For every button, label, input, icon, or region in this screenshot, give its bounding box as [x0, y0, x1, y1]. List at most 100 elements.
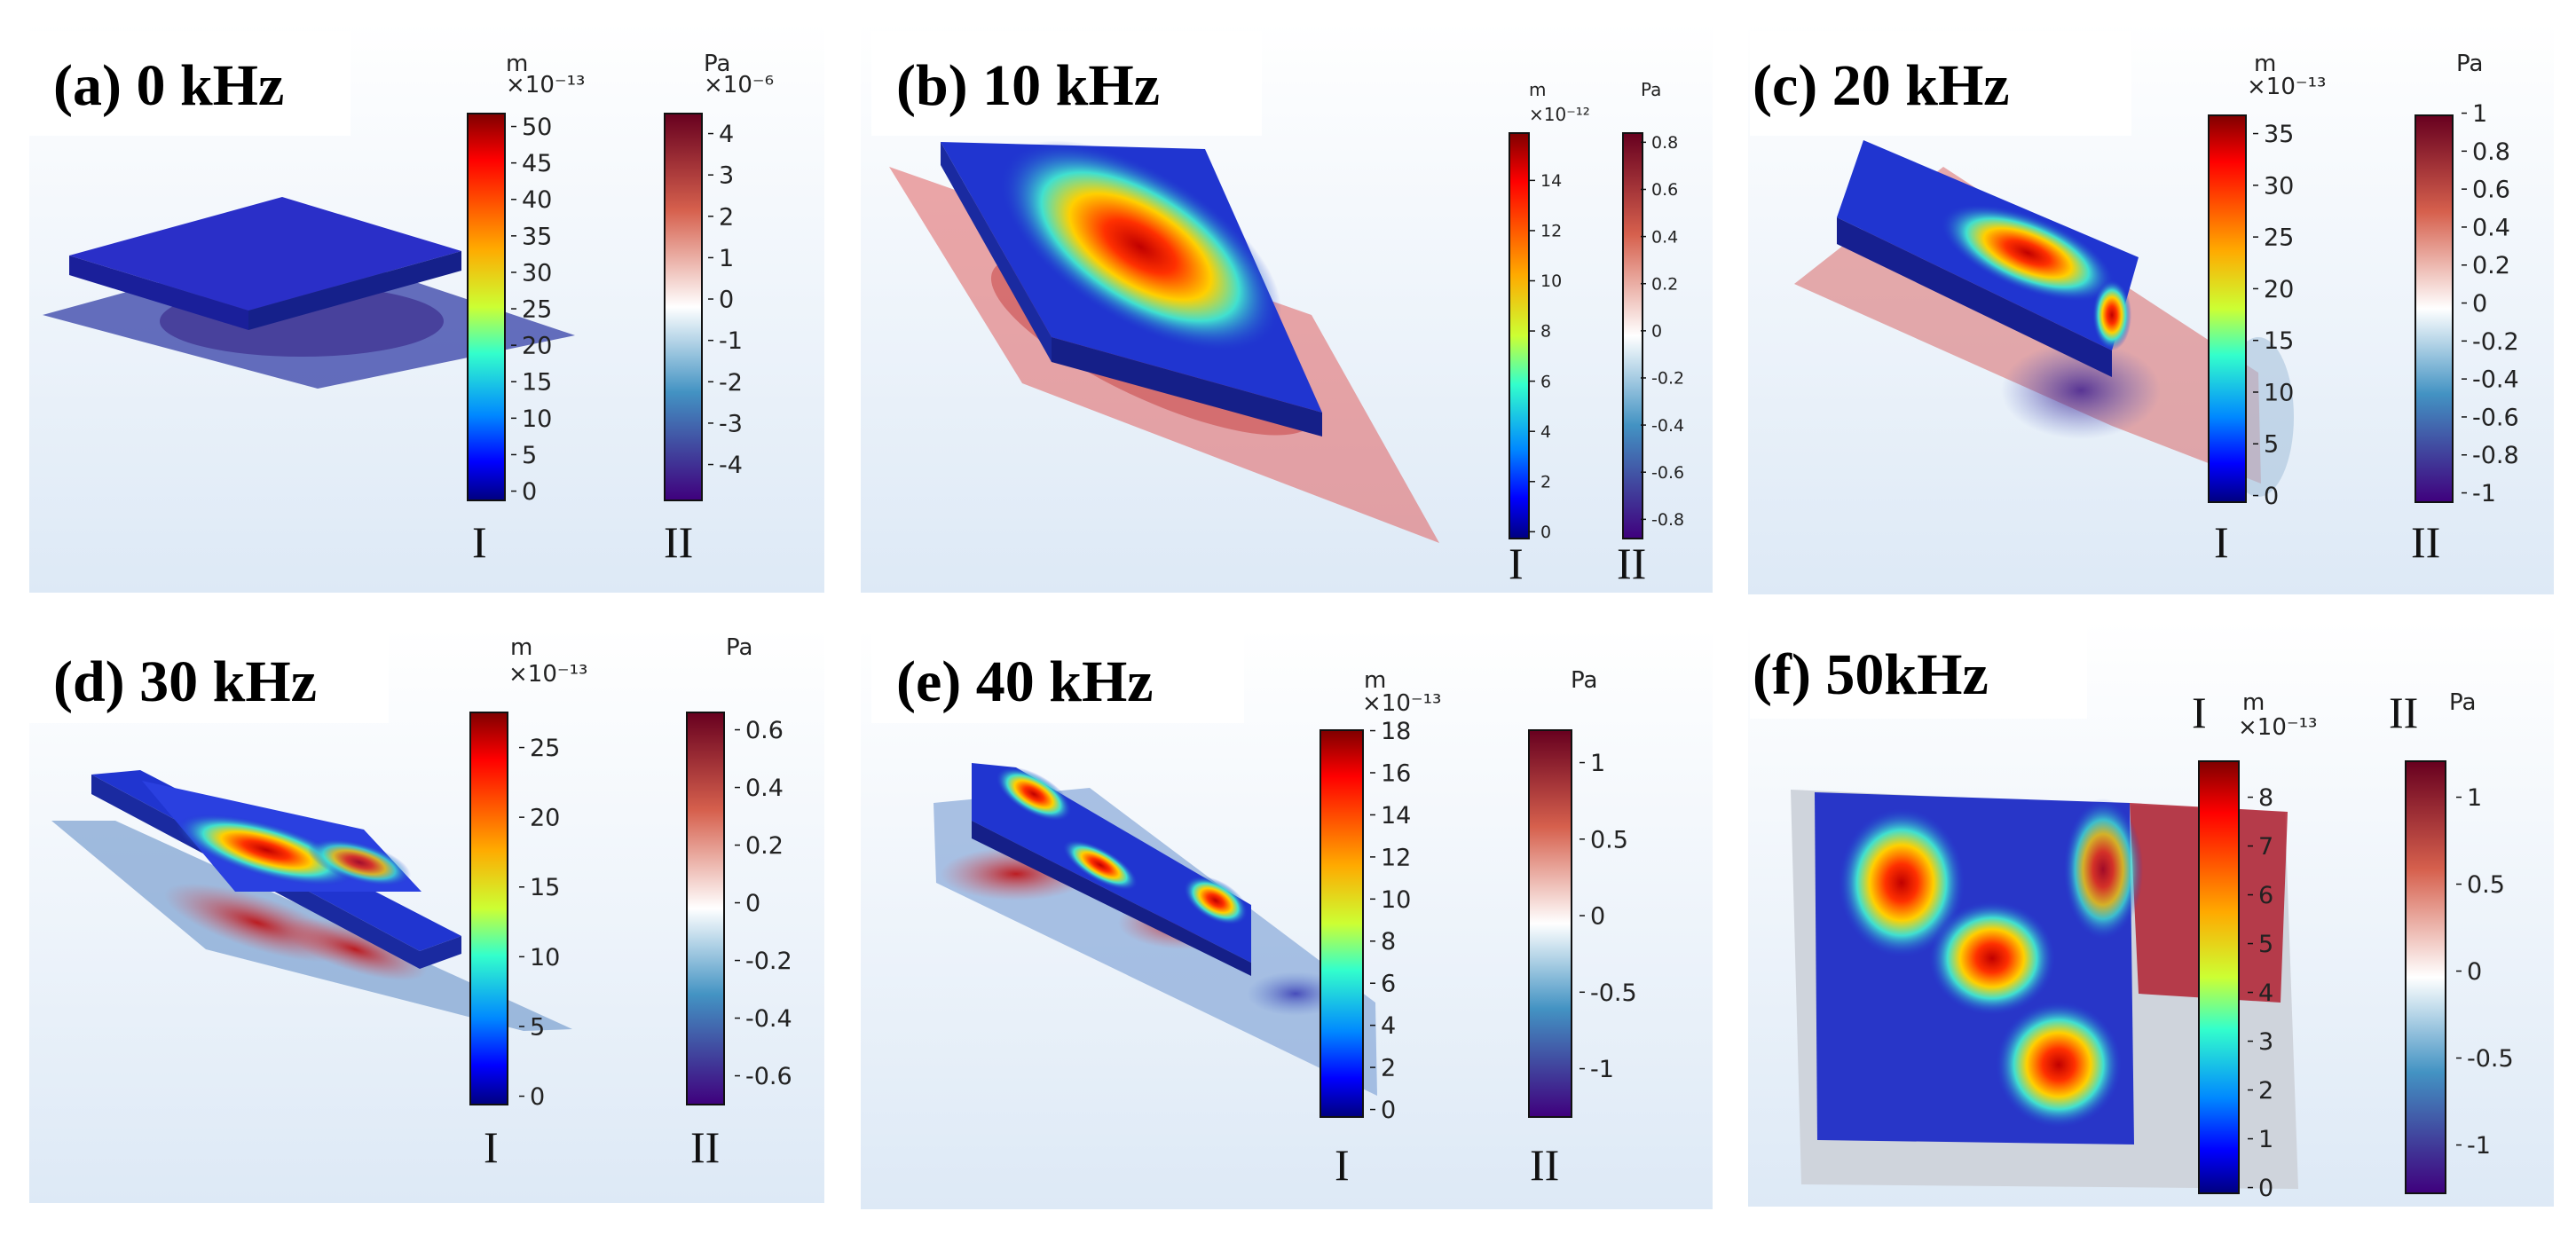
- plate-front: [1837, 217, 2112, 377]
- colorbar-tick-label: -0.2: [745, 948, 792, 975]
- colorbar-tick-label: -2: [719, 369, 743, 397]
- colorbar-tick-label: 0: [1651, 322, 1662, 342]
- colorbar-tick-label: 4: [719, 121, 734, 148]
- colorbar-tick-label: 45: [522, 150, 552, 177]
- panel-title: (b) 10 kHz: [896, 53, 1160, 118]
- colorbar-tick-label: 40: [522, 186, 552, 214]
- colorbar-tick-label: -0.2: [2472, 328, 2519, 356]
- colorbar-tick-label: -0.8: [2472, 442, 2519, 469]
- colorbar-tick-label: 2: [2258, 1077, 2273, 1105]
- colorbar-tick-label: 30: [2264, 172, 2294, 200]
- colorbar-tick-label: 20: [2264, 276, 2294, 303]
- colorbar-displacement: [2198, 760, 2240, 1194]
- displacement-hotspot: [996, 767, 1072, 822]
- colorbar-tick-label: 1: [2472, 100, 2487, 128]
- colorbar-tick-label: 10: [2264, 379, 2294, 406]
- colorbar-tick-label: 0.5: [1590, 826, 1628, 853]
- colorbar-tick-label: 0.2: [1651, 274, 1678, 294]
- panel-title: (f) 50kHz: [1753, 642, 1989, 707]
- colorbar-tick-label: 0.6: [1651, 180, 1678, 200]
- colorbar-tick-label: 5: [530, 1013, 545, 1041]
- scale-label: ×10⁻¹³: [1362, 690, 1441, 717]
- colorbar-tick-label: 4: [1540, 422, 1551, 442]
- colorbar-tick-label: 25: [530, 735, 560, 762]
- colorbar-tick-label: 7: [2258, 833, 2273, 861]
- colorbar-tick-label: 20: [530, 805, 560, 832]
- colorbar-label: I: [484, 1122, 499, 1172]
- colorbar-tick-label: 0.8: [2472, 138, 2510, 166]
- colorbar-tick-label: 8: [1381, 928, 1396, 956]
- colorbar-tick-label: -0.5: [2467, 1045, 2514, 1073]
- colorbar-tick-label: 30: [522, 259, 552, 287]
- colorbar-tick-label: 0: [530, 1083, 545, 1111]
- colorbar-tick-label: 0: [719, 287, 734, 314]
- unit-label: Pa: [2449, 689, 2476, 716]
- panel-title: (e) 40 kHz: [896, 649, 1154, 714]
- colorbar-displacement: [467, 113, 506, 501]
- colorbar-tick-label: 50: [522, 114, 552, 141]
- panel-title: (d) 30 kHz: [53, 649, 317, 714]
- colorbar-tick-label: -0.4: [745, 1005, 792, 1033]
- colorbar-tick-label: -0.6: [745, 1063, 792, 1090]
- scale-label: ×10⁻⁶: [704, 72, 774, 98]
- panel-title: (a) 0 kHz: [53, 53, 284, 118]
- colorbar-tick-label: 0: [522, 478, 537, 506]
- colorbar-label: II: [690, 1122, 720, 1172]
- colorbar-tick-label: -0.4: [2472, 366, 2519, 394]
- colorbar-tick-label: 0.4: [1651, 227, 1678, 247]
- colorbar-tick-label: 0.6: [745, 717, 784, 744]
- colorbar-tick-label: 10: [530, 944, 560, 971]
- colorbar-tick-label: -4: [719, 452, 743, 479]
- unit-label: Pa: [704, 51, 730, 77]
- colorbar-tick-label: 10: [1540, 271, 1562, 291]
- colorbar-label: I: [1335, 1140, 1350, 1190]
- colorbar-tick-label: 6: [1540, 372, 1551, 391]
- panel-title: (c) 20 kHz: [1753, 53, 2010, 118]
- colorbar-tick-label: 0.4: [2472, 214, 2510, 241]
- colorbar-tick-label: 10: [1381, 886, 1411, 914]
- scale-label: ×10⁻¹³: [506, 72, 585, 98]
- colorbar-tick-label: 0: [2472, 290, 2487, 318]
- colorbar-tick-label: 5: [2258, 931, 2273, 958]
- unit-label: Pa: [726, 634, 752, 661]
- colorbar-pressure: [1622, 132, 1643, 539]
- panel-c: (c) 20 kHz m ×10⁻¹³ Pa I II 353025201510…: [1748, 22, 2554, 594]
- colorbar-tick-label: 15: [522, 369, 552, 397]
- colorbar-tick-label: 1: [2258, 1126, 2273, 1153]
- colorbar-tick-label: 3: [719, 162, 734, 190]
- colorbar-tick-label: 35: [2264, 121, 2294, 148]
- colorbar-tick-label: 0: [1540, 523, 1551, 542]
- unit-label: Pa: [1641, 79, 1661, 100]
- colorbar-tick-label: 0: [1590, 903, 1605, 931]
- colorbar-label: II: [664, 517, 693, 567]
- scale-label: ×10⁻¹³: [508, 661, 587, 688]
- scale-label: ×10⁻¹³: [2247, 74, 2326, 100]
- unit-label: m: [1364, 667, 1386, 694]
- plate-side: [69, 256, 248, 330]
- panel-d: (d) 30 kHz m ×10⁻¹³ Pa I II 25 20 15 10 5 0 0…: [29, 625, 824, 1203]
- colorbar-tick-label: 12: [1381, 844, 1411, 871]
- colorbar-tick-label: 5: [522, 442, 537, 469]
- colorbar-tick-label: -1: [2472, 480, 2496, 507]
- colorbar-tick-label: 8: [1540, 322, 1551, 342]
- colorbar-pressure: [686, 712, 725, 1105]
- colorbar-tick-label: 8: [2258, 784, 2273, 812]
- colorbar-tick-label: 1: [1590, 750, 1605, 777]
- colorbar-tick-label: 25: [522, 296, 552, 324]
- colorbar-tick-label: -1: [2467, 1132, 2491, 1160]
- colorbar-displacement: [2208, 114, 2247, 503]
- colorbar-tick-label: 0: [1381, 1097, 1396, 1124]
- colorbar-tick-label: 2: [1540, 472, 1551, 492]
- colorbar-tick-label: 6: [1381, 971, 1396, 998]
- colorbar-tick-label: 0.4: [745, 775, 784, 802]
- colorbar-pressure: [1528, 729, 1572, 1118]
- colorbar-label: I: [472, 517, 487, 567]
- colorbar-tick-label: 0: [745, 890, 760, 917]
- colorbar-tick-label: 5: [2264, 431, 2279, 459]
- colorbar-tick-label: 35: [522, 223, 552, 250]
- plate-side: [941, 142, 1052, 362]
- colorbar-label: I: [1509, 539, 1524, 588]
- unit-label: Pa: [2456, 51, 2483, 77]
- unit-label: m: [2254, 51, 2276, 77]
- colorbar-tick-label: -3: [719, 410, 743, 437]
